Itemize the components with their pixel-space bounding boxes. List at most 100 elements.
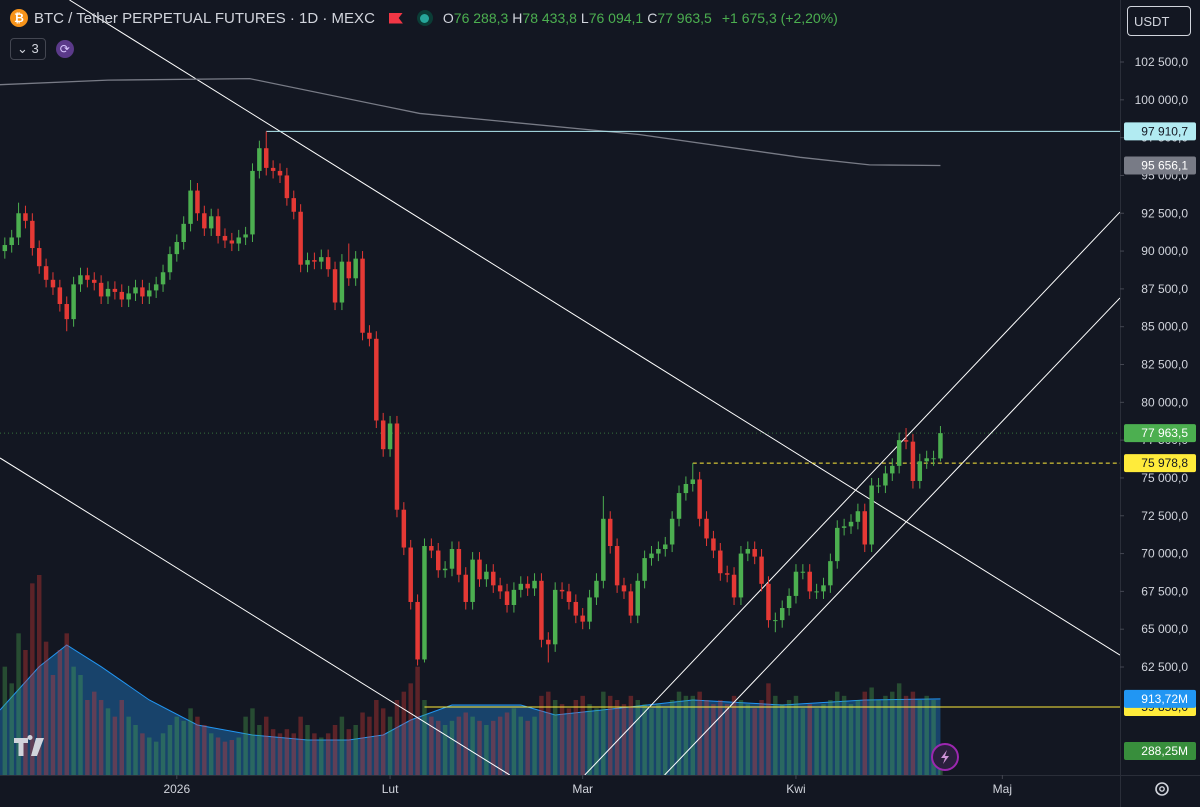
candle-body [573,601,579,616]
candle-body [64,304,69,320]
volume-bar [360,712,365,775]
candle-body [298,211,303,265]
plot-area [0,0,1120,775]
candle-body [828,561,833,586]
volume-bar [229,740,235,775]
ohlc-key: H [512,9,523,26]
time-axis [0,775,1120,807]
candle-body [511,589,517,605]
ohlc-key: L [580,9,589,26]
candle-body [656,549,661,554]
candle-body [628,591,634,616]
candle-body [855,511,861,522]
y-tick-label: 67 500,0 [1141,584,1188,598]
candle-body [449,549,455,569]
price-tag-label: 95 656,1 [1141,159,1188,173]
indicator-toggle[interactable]: ⌄ 3 [10,38,46,60]
candle-body [353,258,358,279]
replay-button[interactable] [931,743,959,771]
candle-body [312,260,317,262]
volume-bar [422,700,427,775]
candle-body [663,544,668,550]
candle-body [277,170,283,176]
candle-body [876,485,881,487]
volume-bar [539,695,544,775]
flag-icon[interactable] [388,12,403,24]
candle-body [167,254,173,273]
candle-body [16,213,21,238]
candle-body [566,591,572,602]
volume-ma-line [0,644,941,741]
y-tick-label: 72 500,0 [1141,509,1188,523]
volume-bar [532,716,537,775]
volume-bar [724,704,730,775]
indicator-count: 3 [31,41,39,56]
candle-body [890,465,895,474]
volume-bar [876,700,881,775]
candle-body [188,190,193,224]
y-tick-label: 92 500,0 [1141,206,1188,220]
candle-body [896,440,902,466]
volume-bar [497,716,503,775]
volume-bar [924,695,929,775]
x-tick-label: 2026 [163,782,190,796]
candle-body [607,518,613,547]
volume-bar [415,666,420,775]
candle-body [683,483,689,494]
candle-body [766,583,771,621]
volume-bar [862,691,868,775]
volume-bar [298,716,303,775]
candle-body [202,213,207,229]
tradingview-logo [14,735,44,756]
volume-bar [140,733,145,775]
volume-bar [147,737,152,775]
y-tick-label: 82 500,0 [1141,358,1188,372]
volume-bar [284,729,290,775]
change: +1 675,3 (+2,20%) [721,10,838,26]
ohlc-value: 78 433,8 [522,9,577,26]
candle-body [539,580,544,640]
volume-bar [57,650,63,775]
volume-bar [119,700,125,775]
currency-button[interactable]: USDT [1127,6,1191,36]
volume-bar [105,708,111,775]
y-tick-label: 87 500,0 [1141,282,1188,296]
volume-bar [683,695,689,775]
volume-bar [456,716,462,775]
candle-body [862,511,868,545]
volume-bar [429,716,434,775]
candle-body [697,479,702,519]
x-tick-label: Maj [993,782,1012,796]
volume-bar [98,700,104,775]
volume-bar [869,687,874,775]
y-tick-label: 100 000,0 [1135,93,1189,107]
volume-bar [566,708,572,775]
volume-bar [676,691,682,775]
candle-body [367,332,372,339]
volume-bar [64,633,69,775]
volume-bar [236,737,241,775]
volume-bar [621,704,627,775]
volume-bar [649,708,654,775]
candle-body [835,527,840,562]
candle-body [429,546,434,551]
candle-body [759,556,764,584]
volume-bar [367,716,372,775]
volume-ma-area [0,645,941,775]
candle-body [601,518,606,581]
settings-button[interactable] [1155,782,1169,796]
volume-bar [779,704,785,775]
candle-body [642,558,647,581]
candle-body [903,440,909,442]
symbol: BTC / Tether PERPETUAL FUTURES · 1D · ME… [34,9,375,27]
volume-bar [463,712,468,775]
volume-bar [470,716,475,775]
volume-bar [43,641,49,775]
sync-icon[interactable]: ⟳ [55,40,74,58]
volume-bar [243,716,248,775]
volume-bar [800,708,806,775]
volume-bar [126,716,131,775]
candle-body [78,275,83,285]
